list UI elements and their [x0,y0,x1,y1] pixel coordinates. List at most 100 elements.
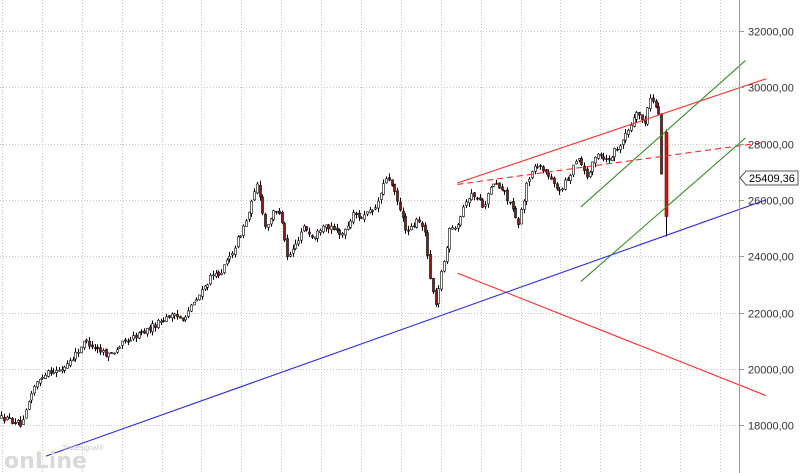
candle-body [116,349,119,353]
candle-body [308,231,311,235]
candle-body [270,218,273,225]
candle-body [550,176,553,180]
candle-body [99,347,102,353]
candle-body [421,222,424,227]
candle-body [267,224,270,228]
candle-body [223,264,226,274]
trendline[interactable] [45,199,767,457]
candle-body [594,156,597,164]
tradesignal-logo: Tradesignal® onLine [4,444,104,473]
candle-body [333,225,336,231]
candle-body [358,212,361,218]
candle-body [33,386,36,394]
candle-body [127,340,130,343]
candle-body [622,139,625,145]
last-value-box [739,170,799,186]
trendline[interactable] [457,78,767,184]
candle-body [338,229,341,235]
candle-body [503,190,506,192]
candle-body [470,193,473,200]
candle-body [638,112,641,116]
candle-body [597,153,600,159]
candle-body [572,164,575,176]
candle-body [451,227,454,230]
candle-body [234,247,237,255]
candle-body [118,346,121,349]
candle-body [239,235,242,238]
y-axis-tick-label: 20000,00 [748,365,794,377]
candle-body [630,124,633,131]
candle-body [294,243,297,250]
candle-body [363,214,366,220]
candle-body [138,332,141,339]
last-value-label: 25409,36 [749,173,795,185]
candle-body [498,182,501,189]
candle-body [393,183,396,192]
candle-body [512,201,515,210]
y-axis-tick-label: 18000,00 [748,421,794,433]
candle-body [25,409,28,419]
candle-body [215,272,218,277]
price-axis[interactable]: 18000,00 20000,00 22000,00 24000,00 26000,00… [739,27,794,433]
candle-body [190,304,193,312]
candle-body [44,374,47,380]
candle-body [237,236,240,248]
candle-body [187,310,190,317]
candle-body [193,301,196,306]
candle-body [600,154,603,156]
candle-body [69,360,72,366]
candle-body [319,230,322,233]
candle-body [506,189,509,202]
candle-body [124,339,127,342]
trendline[interactable] [457,141,767,185]
candle-body [50,370,53,374]
candle-body [495,183,498,185]
candle-body [154,324,157,328]
candle-body [11,417,14,424]
candle-body [605,158,608,160]
candle-body [135,334,138,339]
candle-body [121,340,124,346]
candle-body [19,420,22,427]
candle-body [253,191,256,201]
trendline[interactable] [457,272,767,397]
candle-body [22,419,25,425]
candle-body [297,240,300,245]
candle-body [536,166,539,168]
candle-body [74,351,77,360]
candle-body [580,158,583,166]
candle-body [292,248,295,254]
candle-body [454,227,457,230]
trendline[interactable] [580,137,746,282]
candle-body [256,183,259,194]
candle-body [352,212,355,223]
candle-body [39,378,42,384]
candle-body [72,359,75,362]
candle-body [242,225,245,236]
candle-body [206,284,209,288]
candle-body [553,177,556,184]
trendline[interactable] [580,60,746,208]
candle-body [168,315,171,318]
candle-body [143,330,146,334]
candle-body [228,255,231,260]
candle-body [624,133,627,141]
trendlines [45,60,767,457]
candle-body [204,285,207,290]
candle-body [47,370,50,377]
candle-body [66,363,69,369]
candle-body [344,228,347,236]
candle-body [457,224,460,229]
candle-body [201,289,204,297]
candle-body [157,320,160,328]
candle-body [479,197,482,201]
candle-body [404,215,407,231]
candle-body [30,393,33,401]
candle-body [184,316,187,321]
candle-body [248,211,251,220]
candle-body [300,231,303,241]
candle-body [641,114,644,120]
candle-body [528,178,531,183]
candle-body [545,169,548,173]
candle-body [487,193,490,205]
